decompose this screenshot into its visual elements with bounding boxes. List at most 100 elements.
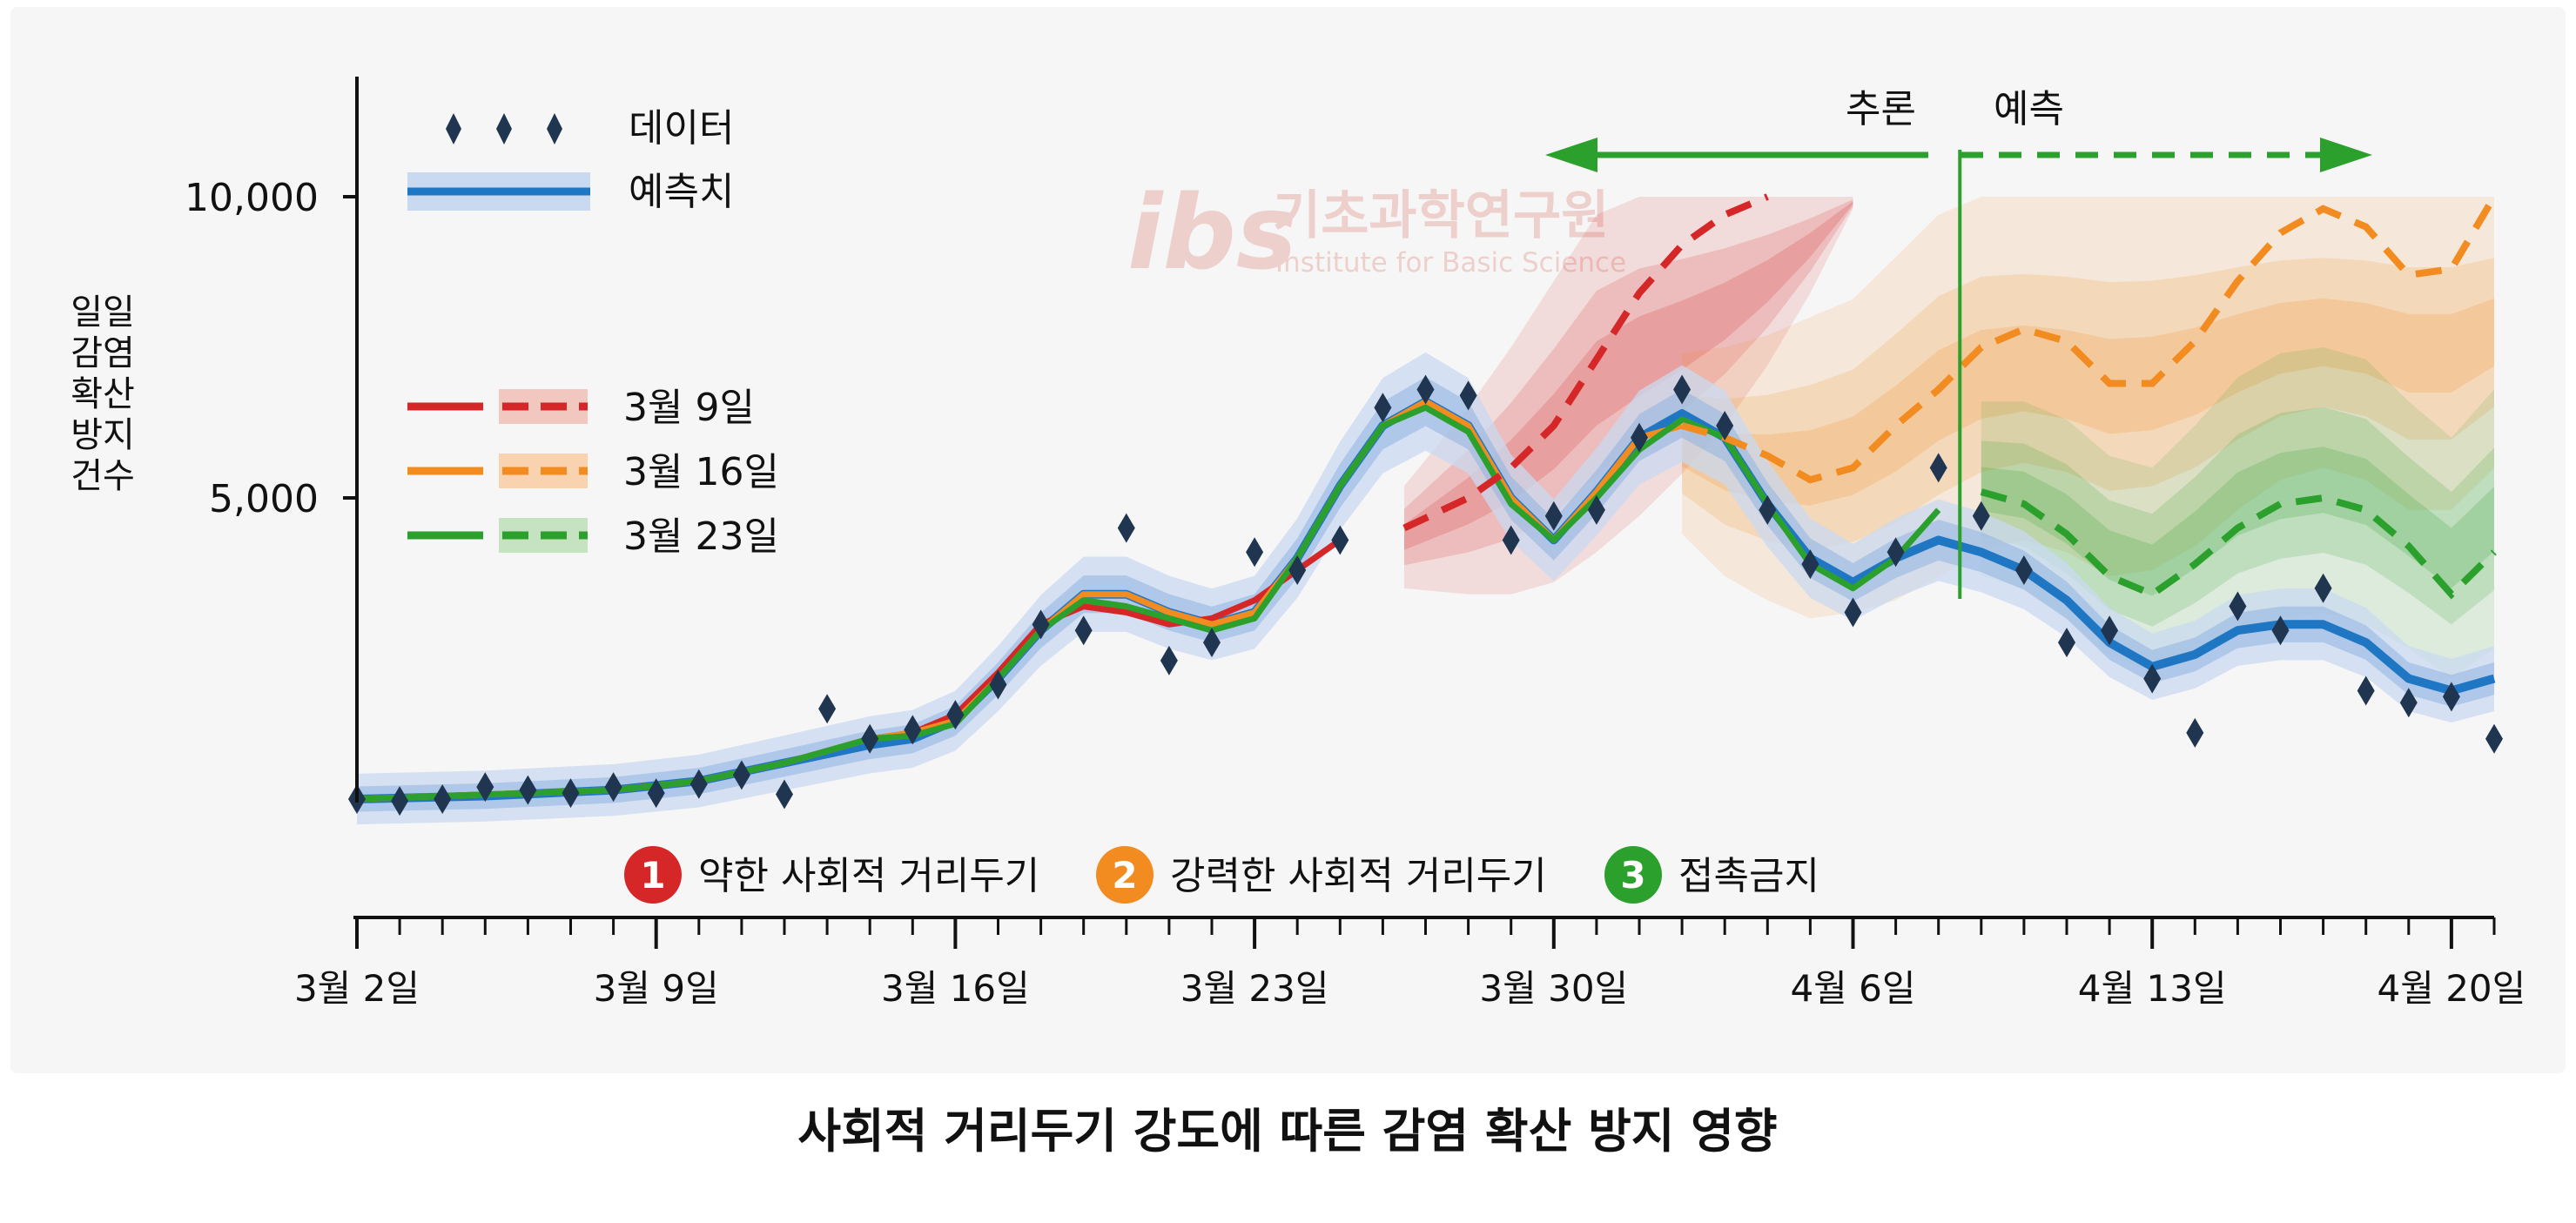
scenario-badge-circle [1096, 846, 1153, 904]
mar23-dashed-line [1980, 488, 2497, 600]
data-point [1844, 597, 1862, 628]
data-point [1716, 410, 1734, 440]
data-point [2357, 675, 2375, 706]
mar23-band-outer [1981, 347, 2494, 679]
prediction-label: 예측 [1994, 87, 2064, 131]
data-point [1459, 380, 1477, 411]
y-tick-label: 10,000 [185, 176, 319, 220]
legend-forecast-label: 예측치 [629, 170, 734, 214]
x-tick-label: 4월 20일 [2378, 967, 2526, 1010]
watermark: ibs 기초과학연구원 Institute for Basic Science [1127, 172, 1626, 292]
data-point [1074, 615, 1093, 646]
scenario-badge-number: 2 [1112, 854, 1137, 897]
legend-mar23-label: 3월 23일 [623, 514, 779, 559]
y-label-line: 감염 [71, 333, 135, 373]
watermark-subtitle: Institute for Basic Science [1275, 247, 1626, 279]
data-point [861, 723, 879, 754]
data-point [989, 669, 1007, 700]
legend: 데이터 예측치 3월 9일 3월 16일 3월 23일 [407, 106, 779, 559]
watermark-name: 기초과학연구원 [1273, 185, 1609, 246]
data-point [1587, 494, 1605, 525]
data-point [1032, 609, 1050, 640]
data-point [2186, 717, 2204, 748]
mar16-band-inner [1682, 298, 2494, 506]
legend-mar23: 3월 23일 [407, 514, 779, 559]
data-point [2101, 615, 2119, 646]
data-point [2271, 615, 2290, 646]
legend-mar16: 3월 16일 [407, 450, 779, 494]
inference-arrow [1545, 138, 1928, 172]
data-point [1160, 645, 1178, 675]
y-label-line: 일일 [71, 292, 135, 333]
y-label-line: 확산 [71, 374, 135, 414]
data-point [562, 778, 580, 809]
mar16-dashed-line [1681, 194, 2498, 484]
data-point [1929, 453, 1947, 483]
scenario-badge-circle [624, 846, 682, 904]
forecast-band-inner [357, 377, 2494, 812]
data-point [1631, 422, 1648, 453]
x-tick-label: 3월 16일 [881, 967, 1030, 1010]
legend-mar9: 3월 9일 [407, 386, 755, 430]
prediction-arrow [1961, 138, 2372, 172]
data-point [904, 715, 922, 745]
data-point [1887, 537, 1905, 568]
scenario-badge-number: 3 [1620, 854, 1645, 897]
data-point [946, 700, 965, 730]
mar23-solid-line [356, 404, 1941, 803]
y-tick-label: 5,000 [209, 477, 319, 521]
data-point [1416, 374, 1435, 405]
mar16-band-outer [1682, 197, 2494, 619]
y-label-line: 건수 [71, 456, 135, 496]
data-point [1203, 628, 1221, 658]
mar16-band-mid [1682, 258, 2494, 551]
data-point [476, 772, 494, 803]
scenario-badge-number: 1 [640, 854, 665, 897]
x-tick-label: 4월 6일 [1790, 967, 1915, 1010]
scenario-label: 약한 사회적 거리두기 [698, 854, 1039, 898]
data-point [604, 772, 622, 803]
x-axis-ticks: 3월 2일 3월 9일 3월 16일 3월 23일 3월 30일 4월 6일 4월 13일 4… [294, 917, 2526, 1010]
legend-mar9-label: 3월 9일 [623, 386, 755, 430]
data-point [2442, 682, 2460, 712]
chart-title: 사회적 거리두기 강도에 따른 감염 확산 방지 영향 [797, 1104, 1777, 1159]
data-point [1673, 374, 1692, 405]
x-tick-label: 4월 13일 [2078, 967, 2227, 1010]
data-point [1246, 537, 1264, 568]
mar23-band-mid [1981, 407, 2494, 627]
data-point [1544, 501, 1563, 531]
x-tick-label: 3월 23일 [1180, 967, 1329, 1010]
mar23-band-inner [1981, 447, 2494, 596]
data-point [689, 769, 708, 799]
data-point [519, 775, 537, 805]
scenario-label: 강력한 사회적 거리두기 [1170, 854, 1547, 898]
y-label-line: 방지 [71, 415, 135, 455]
data-point [2314, 573, 2332, 603]
data-point [2229, 591, 2247, 622]
data-point [2485, 723, 2503, 754]
data-point [1502, 525, 1520, 555]
data-point [1759, 494, 1777, 525]
scenario-badge-circle [1604, 846, 1662, 904]
data-point [1288, 555, 1307, 586]
data-point [1972, 501, 1990, 531]
y-axis-ticks: 5,000 10,000 [185, 176, 359, 521]
x-tick-label: 3월 30일 [1479, 967, 1628, 1010]
data-points [348, 374, 2503, 816]
x-tick-label: 3월 9일 [594, 967, 719, 1010]
data-point [391, 786, 409, 816]
data-point [1117, 513, 1135, 543]
data-point [1374, 393, 1392, 423]
legend-forecast: 예측치 [407, 170, 734, 214]
legend-data: 데이터 [446, 106, 734, 151]
scenario-legend: 1 약한 사회적 거리두기 2 강력한 사회적 거리두기 3 접촉금지 [624, 846, 1819, 904]
data-point [2143, 663, 2162, 694]
mar9-dashed-line [1402, 193, 1769, 532]
data-point [2058, 628, 2075, 658]
watermark-logo: ibs [1127, 172, 1297, 292]
data-point [732, 760, 750, 790]
legend-mar16-label: 3월 16일 [623, 450, 779, 494]
